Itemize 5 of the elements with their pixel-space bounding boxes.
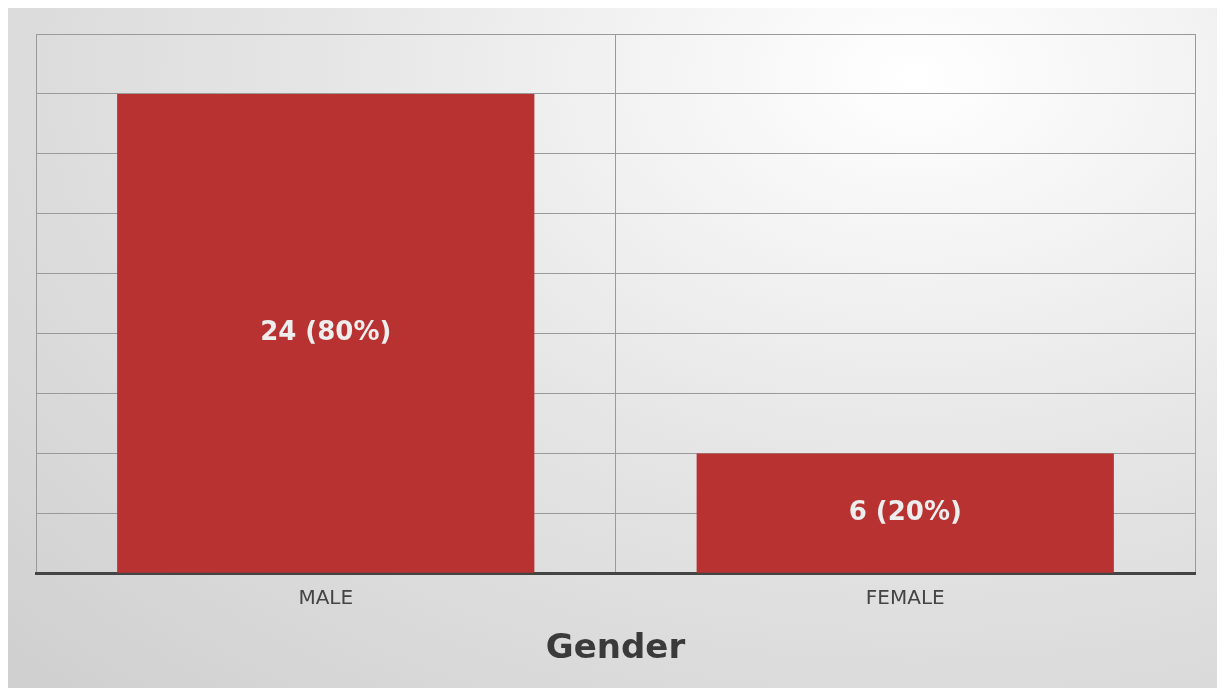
x-tick-label: MALE xyxy=(298,585,354,610)
data-label: 6 (20%) xyxy=(848,495,962,526)
x-tick-label: FEMALE xyxy=(865,585,945,610)
data-label: 24 (80%) xyxy=(260,316,392,347)
x-axis-title: Gender xyxy=(545,626,686,667)
